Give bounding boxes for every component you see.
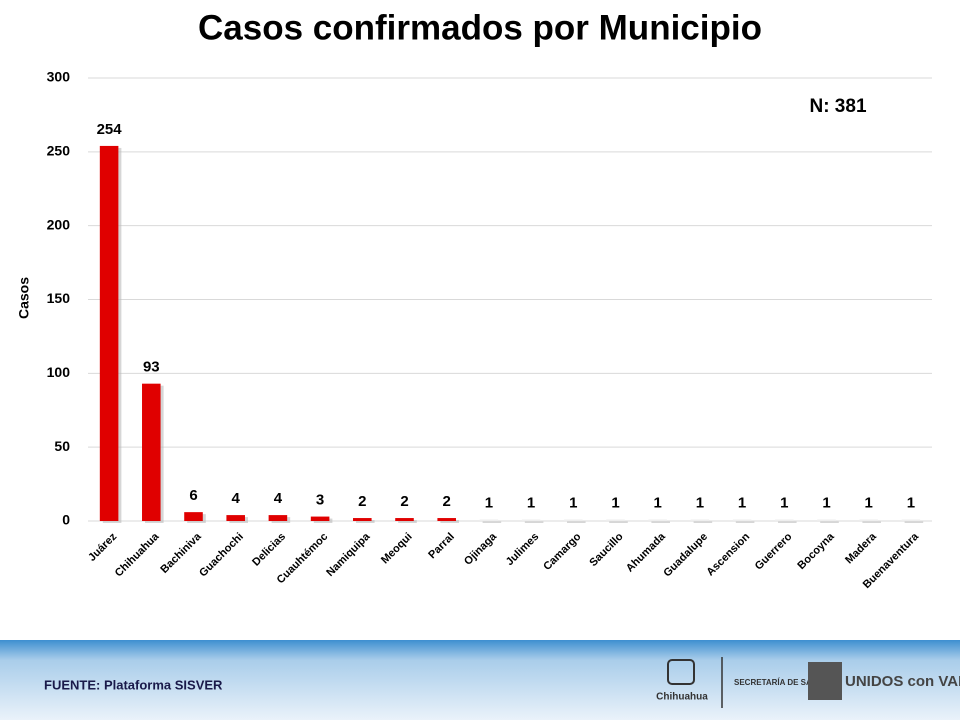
bar	[226, 515, 245, 521]
y-tick-label: 50	[54, 438, 70, 454]
x-tick-label: Bachiniva	[158, 530, 204, 576]
bar	[732, 519, 752, 521]
value-label: 254	[97, 121, 123, 138]
bar	[437, 518, 456, 521]
bar-shadow	[820, 521, 839, 523]
bar	[353, 518, 372, 521]
bar	[690, 519, 710, 521]
y-tick-label: 300	[47, 69, 71, 85]
bar-shadow	[862, 521, 881, 523]
annotation: N: 381	[809, 96, 866, 117]
x-tick-label: Bocoyna	[795, 530, 837, 572]
slogan-logo	[808, 662, 842, 700]
bar	[648, 519, 667, 521]
x-tick-label: Meoqui	[379, 531, 415, 567]
bar	[310, 516, 330, 521]
value-label: 93	[143, 359, 160, 376]
value-label: 4	[232, 490, 241, 507]
bar-shadow	[356, 520, 375, 523]
bar	[564, 519, 583, 521]
logo-dept: SECRETARÍA DE SALUD	[734, 678, 828, 687]
bar	[775, 519, 794, 521]
bar	[99, 145, 119, 521]
logo-slogan: UNIDOS con VALOR	[845, 673, 960, 690]
x-tick-label: Guerrero	[753, 530, 795, 572]
value-label: 1	[654, 494, 662, 511]
x-tick-label: Namiquipa	[324, 530, 373, 579]
value-label: 6	[189, 487, 197, 504]
y-tick-label: 0	[62, 512, 70, 528]
bar-shadow	[693, 521, 713, 523]
bar-shadow	[440, 520, 459, 523]
x-tick-label: Ojinaga	[462, 530, 500, 568]
value-label: 4	[274, 490, 283, 507]
value-label: 1	[569, 494, 577, 511]
value-label: 1	[611, 494, 619, 511]
bar-shadow	[651, 521, 670, 523]
x-tick-label: Guachochi	[197, 531, 246, 580]
value-label: 2	[400, 493, 408, 510]
bar-shadow	[398, 520, 417, 523]
y-tick-label: 250	[47, 143, 71, 159]
x-tick-label: Madera	[843, 530, 879, 566]
value-label: 1	[738, 494, 746, 511]
bar	[817, 519, 836, 521]
bar	[901, 519, 921, 521]
state-logo	[667, 659, 695, 685]
bar	[142, 383, 161, 521]
value-label: 1	[907, 494, 915, 511]
logo-state: Chihuahua	[656, 692, 708, 703]
value-label: 1	[485, 494, 493, 511]
x-tick-label: Guadalupe	[661, 531, 710, 580]
x-tick-label: Ahumada	[624, 530, 669, 575]
y-tick-label: 200	[47, 216, 71, 232]
y-tick-label: 100	[47, 364, 71, 380]
bar	[268, 515, 288, 521]
bar	[859, 519, 878, 521]
chart-title: Casos confirmados por Municipio	[198, 8, 762, 47]
y-tick-label: 150	[47, 290, 71, 306]
value-label: 1	[865, 494, 873, 511]
bar-shadow	[735, 521, 755, 523]
bar-shadow	[482, 521, 502, 523]
x-tick-label: Delicias	[250, 531, 288, 569]
bar-shadow	[524, 521, 544, 523]
x-tick-label: Ascension	[704, 531, 752, 579]
x-tick-label: Saucillo	[587, 530, 626, 569]
bar	[395, 518, 414, 521]
bar	[184, 512, 203, 521]
source: FUENTE: Plataforma SISVER	[44, 677, 223, 692]
footer-band	[0, 640, 960, 720]
x-tick-label: Parral	[426, 531, 457, 562]
value-label: 3	[316, 492, 324, 509]
value-label: 1	[527, 494, 535, 511]
bar-shadow	[904, 521, 924, 523]
x-tick-label: Julimes	[504, 531, 541, 568]
x-tick-label: Chihuahua	[113, 530, 162, 579]
value-label: 2	[443, 493, 451, 510]
value-label: 1	[696, 494, 704, 511]
y-axis-label: Casos	[16, 277, 32, 319]
bar-shadow	[609, 521, 628, 523]
x-tick-label: Juárez	[86, 530, 119, 563]
bar-shadow	[778, 521, 797, 523]
value-label: 1	[780, 494, 788, 511]
bar	[606, 519, 625, 521]
bar	[479, 519, 499, 521]
x-tick-label: Camargo	[541, 530, 583, 572]
bar-shadow	[567, 521, 586, 523]
value-label: 2	[358, 493, 366, 510]
value-label: 1	[822, 494, 830, 511]
bar	[521, 519, 541, 521]
